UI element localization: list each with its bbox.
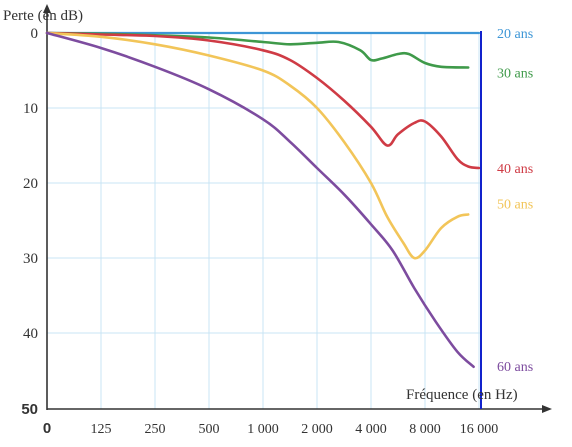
y-axis-label: Perte (en dB) <box>3 8 83 24</box>
x-tick-label: 250 <box>145 422 166 437</box>
series-line <box>45 31 481 170</box>
x-tick-label: 500 <box>199 422 220 437</box>
x-tick-label: 1 000 <box>247 422 279 437</box>
x-tick-label: 8 000 <box>409 422 441 437</box>
grid <box>47 33 481 409</box>
x-tick-label: 125 <box>91 422 112 437</box>
x-axis-arrow-icon <box>542 405 552 413</box>
series-curves <box>45 31 481 369</box>
series-line <box>45 31 470 69</box>
y-tick-label: 30 <box>23 251 38 267</box>
x-tick-label: 16 000 <box>460 422 499 437</box>
series-label: 40 ans <box>497 162 533 177</box>
series-line <box>45 31 475 369</box>
y-tick-label: 50 <box>21 401 38 418</box>
y-axis-arrow-icon <box>43 4 51 13</box>
series-label: 50 ans <box>497 198 533 213</box>
y-tick-label: 20 <box>23 176 38 192</box>
x-tick-label: 4 000 <box>355 422 387 437</box>
y-tick-label: 40 <box>23 326 38 342</box>
y-tick-label: 10 <box>23 101 38 117</box>
axis-ticks: 0 125 250 500 1 000 2 000 4 000 8 000 16 000 0 10 2… <box>21 26 498 437</box>
x-tick-label: 0 <box>43 420 51 437</box>
series-label: 60 ans <box>497 360 533 375</box>
x-tick-label: 2 000 <box>301 422 333 437</box>
series-label: 30 ans <box>497 67 533 82</box>
series-labels: 20 ans 30 ans 40 ans 50 ans 60 ans <box>497 27 533 375</box>
x-axis-label: Fréquence (en Hz) <box>406 387 518 403</box>
series-label: 20 ans <box>497 27 533 42</box>
series-line <box>45 31 470 260</box>
y-tick-label: 0 <box>31 26 39 42</box>
